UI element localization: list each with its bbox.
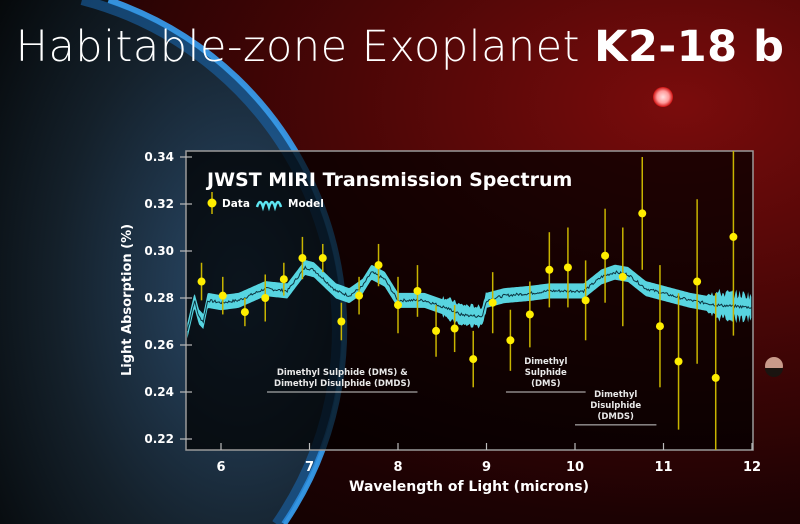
data-point bbox=[197, 277, 206, 286]
data-point bbox=[563, 263, 572, 272]
annotation-label: Sulphide bbox=[525, 368, 567, 378]
plot-area bbox=[185, 150, 754, 451]
x-tick-label: 12 bbox=[743, 460, 761, 475]
data-point bbox=[318, 254, 327, 263]
data-point bbox=[432, 326, 441, 335]
y-tick-label: 0.34 bbox=[144, 150, 174, 164]
red-dwarf-star bbox=[653, 87, 673, 107]
data-point bbox=[469, 355, 478, 364]
data-point bbox=[711, 373, 720, 382]
legend: Data Model bbox=[207, 192, 324, 214]
data-point bbox=[261, 294, 270, 302]
data-point bbox=[693, 277, 702, 286]
y-tick-label: 0.26 bbox=[144, 338, 174, 352]
title-main: Habitable-zone Exoplanet bbox=[15, 22, 580, 72]
data-point bbox=[413, 286, 422, 295]
data-point bbox=[218, 291, 227, 300]
data-point bbox=[279, 275, 288, 284]
data-point bbox=[581, 296, 590, 305]
chart-title: JWST MIRI Transmission Spectrum bbox=[205, 169, 572, 191]
legend-data-marker bbox=[207, 198, 217, 208]
page-title: Habitable-zone Exoplanet K2-18 b bbox=[0, 22, 800, 72]
data-point bbox=[355, 291, 364, 300]
data-point bbox=[638, 209, 647, 218]
y-axis-label: Light Absorption (%) bbox=[120, 224, 135, 376]
y-tick-label: 0.24 bbox=[144, 385, 174, 399]
data-point bbox=[240, 308, 249, 317]
annotation-label: (DMDS) bbox=[597, 412, 634, 422]
x-tick-label: 8 bbox=[393, 460, 402, 475]
x-tick-label: 7 bbox=[305, 460, 314, 475]
y-tick-label: 0.30 bbox=[144, 244, 174, 258]
annotation-label: (DMS) bbox=[531, 379, 561, 389]
annotation-label: Dimethyl Sulphide (DMS) & bbox=[277, 368, 408, 378]
y-tick-label: 0.32 bbox=[144, 197, 174, 211]
y-tick-label: 0.28 bbox=[144, 291, 174, 305]
data-point bbox=[506, 336, 515, 345]
small-planet-shadow bbox=[765, 368, 783, 377]
data-point bbox=[450, 324, 459, 333]
axes: 6 7 8 9 10 11 12 0.22 0.24 0.26 0.28 0.30 0.32 0.34 bbox=[144, 150, 761, 475]
annotation-label: Dimethyl bbox=[524, 357, 567, 367]
data-series bbox=[197, 151, 738, 450]
data-point bbox=[298, 254, 307, 263]
annotation-label: Disulphide bbox=[590, 401, 641, 411]
data-point bbox=[337, 317, 346, 326]
data-point bbox=[601, 251, 610, 260]
data-point bbox=[545, 265, 554, 274]
data-point bbox=[394, 301, 402, 310]
data-point bbox=[655, 322, 664, 331]
annotation-label: Dimethyl bbox=[594, 390, 637, 400]
model-band bbox=[187, 259, 752, 339]
data-point bbox=[525, 310, 534, 319]
x-tick-label: 11 bbox=[654, 460, 672, 475]
data-point bbox=[618, 272, 627, 281]
model-line bbox=[186, 265, 752, 332]
data-point bbox=[729, 232, 738, 241]
model-series bbox=[186, 259, 752, 339]
data-point bbox=[674, 357, 683, 366]
legend-data-label: Data bbox=[222, 198, 250, 210]
legend-model-label: Model bbox=[288, 198, 324, 210]
annotation-label: Dimethyl Disulphide (DMDS) bbox=[274, 379, 411, 389]
x-tick-label: 10 bbox=[566, 460, 584, 475]
legend-model-icon bbox=[255, 200, 283, 212]
data-point bbox=[488, 298, 497, 307]
y-tick-label: 0.22 bbox=[144, 432, 174, 446]
title-planet-name: K2-18 b bbox=[594, 22, 785, 72]
x-axis-label: Wavelength of Light (microns) bbox=[349, 479, 589, 495]
data-point bbox=[374, 261, 383, 270]
x-tick-label: 6 bbox=[216, 460, 225, 475]
x-tick-label: 9 bbox=[482, 460, 491, 475]
annotations: Dimethyl Sulphide (DMS) &Dimethyl Disulp… bbox=[267, 357, 657, 426]
